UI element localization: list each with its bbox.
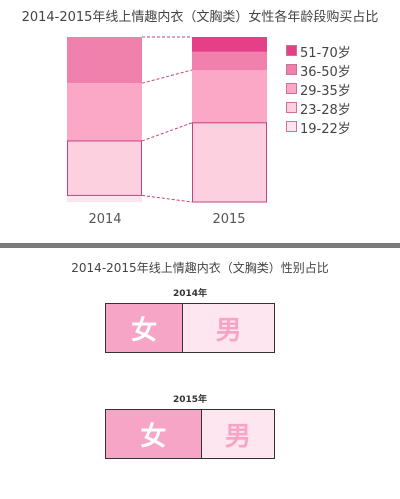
gender-seg-2015年-female: 女 (106, 410, 202, 458)
gender-seg-2014年-female: 女 (106, 304, 184, 352)
age-connector-23-28 (141, 122, 193, 142)
age-bar-2014-29-35岁 (67, 83, 142, 141)
age-bar-2015-51-70岁 (192, 37, 267, 52)
legend-swatch-29-35岁 (286, 83, 297, 94)
x-tick-2015: 2015 (212, 212, 246, 227)
gender-seg-2014年-male: 男 (183, 304, 274, 352)
age-bar-2014-19-22岁 (67, 195, 142, 202)
age-stacked-chart (67, 36, 267, 203)
age-connector-29-35 (141, 69, 193, 84)
chart-title-age: 2014-2015年线上情趣内衣（文胸类）女性各年龄段购买占比 (21, 10, 379, 25)
gender-year-2014: 2014年 (172, 289, 208, 299)
age-bar-2015-23-28岁 (192, 122, 267, 202)
gender-seg-2015年-male: 男 (201, 410, 274, 458)
legend-label-36-50岁: 36-50岁 (300, 65, 351, 80)
age-bar-2014-36-50岁 (67, 37, 142, 84)
legend-label-19-22岁: 19-22岁 (300, 122, 351, 137)
age-bar-2015-29-35岁 (192, 70, 267, 123)
gender-bar-2015: 女男 (105, 409, 275, 459)
legend-label-29-35岁: 29-35岁 (300, 84, 351, 99)
legend-label-51-70岁: 51-70岁 (300, 46, 351, 61)
legend-label-23-28岁: 23-28岁 (300, 103, 351, 118)
legend-swatch-23-28岁 (286, 102, 297, 113)
legend-swatch-36-50岁 (286, 64, 297, 75)
age-bar-2015-36-50岁 (192, 51, 267, 70)
legend-swatch-51-70岁 (286, 45, 297, 56)
age-outline-2014 (67, 140, 142, 196)
gender-year-2015: 2015年 (172, 395, 208, 405)
age-bar-2014-23-28岁 (67, 140, 142, 196)
age-outline-2015 (192, 122, 267, 203)
chart-title-gender: 2014-2015年线上情趣内衣（文胸类）性别占比 (71, 261, 329, 275)
x-tick-2014: 2014 (88, 212, 122, 227)
gender-bar-2014: 女男 (105, 303, 275, 353)
legend-swatch-19-22岁 (286, 121, 297, 132)
section-divider (0, 243, 400, 248)
age-connector-bottom (141, 194, 193, 203)
